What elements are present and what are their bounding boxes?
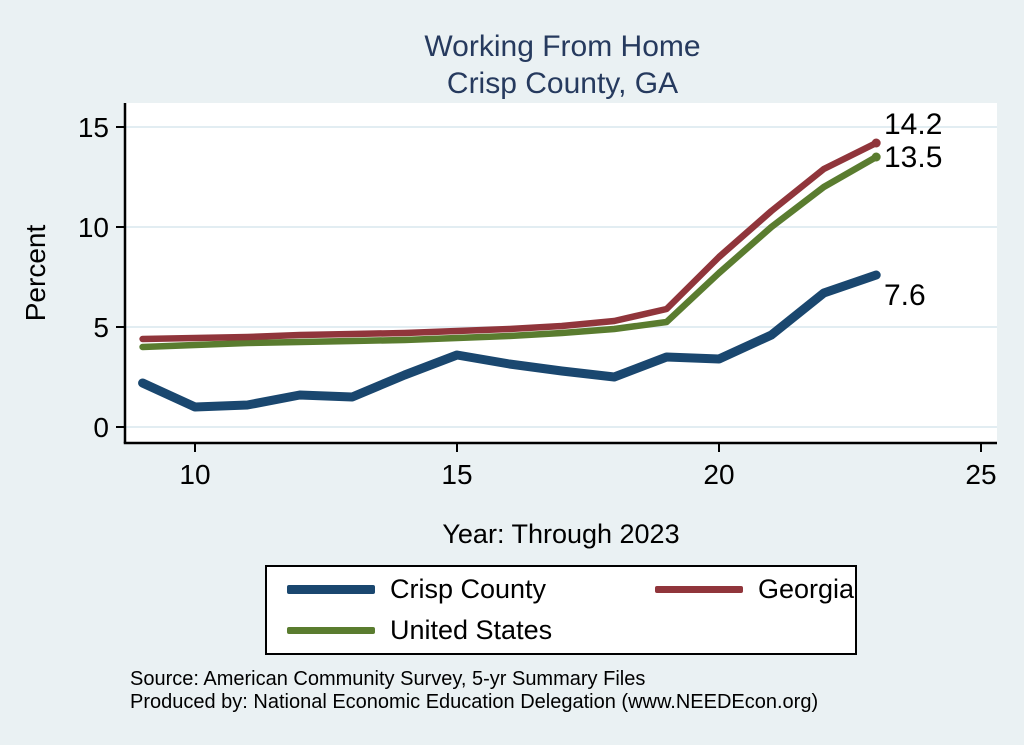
series-end-marker-united-states [871,152,881,162]
end-label-united-states: 13.5 [884,141,942,174]
legend-swatch-united-states-icon [287,627,375,634]
legend-item-united-states: United States [267,615,635,646]
series-line-crisp-county [138,270,881,412]
x-axis-label: Year: Through 2023 [442,519,679,549]
legend-label-crisp-county: Crisp County [390,574,547,604]
legend-item-georgia: Georgia [635,574,855,605]
legend: Crisp County Georgia United States [265,565,857,655]
footer: Source: American Community Survey, 5-yr … [130,668,818,714]
series-end-marker-georgia [871,138,881,148]
y-tick-label-0: 0 [93,412,109,443]
chart-title: Working From Home Crisp County, GA [125,28,1000,102]
legend-swatch-georgia-icon [655,586,743,593]
legend-label-united-states: United States [390,615,553,645]
y-tick-label-5: 5 [93,312,109,343]
series-line-united-states [139,153,880,351]
y-tick-label-15: 15 [78,112,109,143]
y-axis-label: Percent [20,225,51,322]
y-tick-label-10: 10 [78,212,109,243]
plot-area [125,103,997,443]
legend-label-georgia: Georgia [758,574,855,604]
legend-item-crisp-county: Crisp County [267,574,635,605]
series-line-georgia [139,139,880,343]
end-label-crisp-county: 7.6 [884,279,926,312]
chart-title-line1: Working From Home [424,30,701,63]
end-label-georgia: 14.2 [884,108,942,141]
x-tick-label-25: 25 [965,459,996,490]
footer-produced-by: Produced by: National Economic Education… [130,691,819,713]
footer-source: Source: American Community Survey, 5-yr … [130,668,646,690]
x-tick-label-10: 10 [179,459,210,490]
legend-swatch-crisp-county-icon [287,585,375,594]
x-tick-label-15: 15 [441,459,472,490]
x-tick-label-20: 20 [703,459,734,490]
chart-title-line2: Crisp County, GA [446,67,679,100]
